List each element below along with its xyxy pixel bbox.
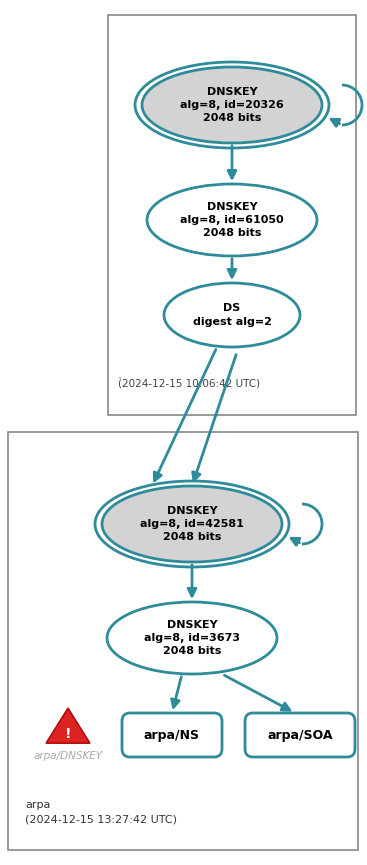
Text: DS
digest alg=2: DS digest alg=2 xyxy=(193,304,272,327)
Bar xyxy=(108,15,356,415)
Bar xyxy=(8,432,358,850)
Text: arpa/NS: arpa/NS xyxy=(144,728,200,741)
Text: .: . xyxy=(118,368,122,381)
Ellipse shape xyxy=(102,486,282,562)
Text: !: ! xyxy=(65,727,71,741)
Polygon shape xyxy=(46,708,90,743)
Text: arpa/DNSKEY: arpa/DNSKEY xyxy=(33,751,102,761)
Text: (2024-12-15 10:06:42 UTC): (2024-12-15 10:06:42 UTC) xyxy=(118,378,260,388)
Text: arpa/SOA: arpa/SOA xyxy=(267,728,333,741)
Ellipse shape xyxy=(164,283,300,347)
Ellipse shape xyxy=(107,602,277,674)
Text: DNSKEY
alg=8, id=61050
2048 bits: DNSKEY alg=8, id=61050 2048 bits xyxy=(180,202,284,238)
Text: DNSKEY
alg=8, id=42581
2048 bits: DNSKEY alg=8, id=42581 2048 bits xyxy=(140,506,244,542)
Text: DNSKEY
alg=8, id=20326
2048 bits: DNSKEY alg=8, id=20326 2048 bits xyxy=(180,86,284,123)
Text: arpa
(2024-12-15 13:27:42 UTC): arpa (2024-12-15 13:27:42 UTC) xyxy=(25,800,177,824)
FancyBboxPatch shape xyxy=(245,713,355,757)
Text: DNSKEY
alg=8, id=3673
2048 bits: DNSKEY alg=8, id=3673 2048 bits xyxy=(144,620,240,657)
FancyBboxPatch shape xyxy=(122,713,222,757)
Ellipse shape xyxy=(142,67,322,143)
Ellipse shape xyxy=(147,184,317,256)
